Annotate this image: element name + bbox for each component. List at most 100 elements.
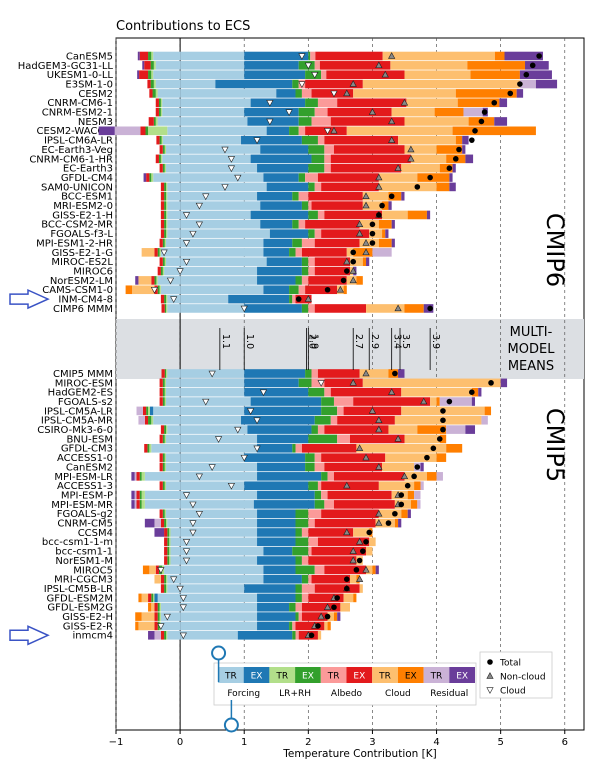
noncloud-marker (349, 547, 357, 554)
noncloud-marker (394, 304, 402, 312)
total-marker (446, 165, 453, 171)
total-marker (469, 137, 475, 143)
cloud-marker (311, 72, 319, 79)
noncloud-marker (330, 126, 338, 134)
bar-segment-lr-rh-ex (164, 574, 167, 584)
noncloud-marker (304, 295, 312, 302)
x-tick-label: 4 (433, 737, 439, 748)
bar-segment-cloud-ex (362, 257, 367, 266)
bar-segment-cloud-ex (407, 490, 415, 500)
bar-segment-albedo-tr (337, 406, 344, 416)
bar-segment-cloud-tr (149, 565, 156, 575)
bar-segment-albedo-ex (311, 201, 363, 210)
bar-segment-lr-rh-ex (314, 415, 331, 425)
bar-segment-cloud-ex (436, 397, 440, 406)
bar-segment-lr-rh-tr (166, 631, 168, 640)
bar-segment-albedo-ex (154, 248, 158, 257)
bar-segment-forcing-ex (257, 602, 290, 612)
bar-segment-lr-rh-tr (166, 574, 168, 584)
model-row: MRI-ESM2-0 (53, 201, 392, 212)
bar-segment-cloud-tr (385, 453, 437, 462)
bar-segment-lr-rh-tr (164, 378, 167, 388)
bar-segment-residual-tr (372, 248, 392, 257)
bar-segment-forcing-ex (250, 98, 306, 108)
noncloud-marker (349, 556, 357, 564)
cloud-marker-legend (486, 687, 494, 694)
model-label: BCC-ESM1 (61, 192, 113, 203)
bar-segment-lr-rh-ex (298, 173, 306, 182)
noncloud-marker (388, 388, 396, 395)
bar-segment-lr-rh-ex (305, 453, 315, 462)
bar-segment-albedo-ex (159, 257, 163, 266)
model-label: GISS-E2-R (63, 621, 113, 632)
plot-area: −1 0 1 2 3 4 5 6 CanESM5HadGEM3-GC31-LLUKESM1-0-… (9, 37, 585, 748)
bar-segment-residual-ex (142, 61, 145, 70)
bar-segment-residual-ex (478, 387, 482, 397)
bar-segment-forcing-tr (155, 61, 181, 70)
bar-segment-albedo-tr (298, 612, 302, 621)
bar-segment-lr-rh-ex (301, 135, 318, 145)
bar-segment-forcing-ex (263, 546, 293, 556)
bar-segment-cloud-ex (148, 602, 152, 612)
bar-segment-forcing-ex (244, 387, 309, 397)
model-label: EC-Earth3-Veg (41, 145, 113, 156)
bar-segment-forcing-tr (180, 229, 270, 238)
bar-segment-lr-rh-ex (167, 537, 170, 547)
bar-segment-cloud-tr (362, 191, 389, 201)
bar-segment-residual-ex (137, 70, 140, 79)
bar-segment-forcing-ex (266, 126, 290, 136)
bar-segment-cloud-ex (138, 593, 142, 603)
bar-segment-residual-tr (154, 631, 161, 640)
bar-segment-lr-rh-ex (164, 220, 167, 229)
bar-segment-albedo-ex (301, 612, 328, 621)
bar-segment-albedo-tr (292, 621, 296, 631)
bar-segment-lr-rh-tr (166, 220, 168, 229)
mmm-annotation-label: 3.9 (430, 334, 441, 349)
bar-segment-albedo-ex (321, 182, 379, 192)
cloud-marker (179, 595, 187, 602)
bar-segment-cloud-tr (359, 220, 379, 229)
bar-segment-forcing-tr (167, 518, 181, 528)
bar-segment-albedo-ex (136, 500, 140, 509)
total-marker (452, 156, 459, 162)
bar-segment-lr-rh-ex (295, 565, 315, 575)
bar-segment-forcing-tr (180, 556, 258, 565)
bar-segment-forcing-tr (180, 98, 251, 108)
bar-segment-albedo-tr (337, 434, 350, 444)
bar-segment-forcing-tr (167, 201, 181, 210)
bar-segment-cloud-ex (401, 509, 408, 519)
bar-segment-lr-rh-tr (164, 257, 167, 266)
bar-segment-lr-rh-ex (295, 528, 302, 537)
cloud-marker (160, 249, 168, 257)
bar-segment-residual-ex (535, 79, 558, 89)
bar-segment-albedo-ex (160, 584, 165, 593)
noncloud-marker (343, 257, 351, 265)
bar-segment-forcing-ex (244, 453, 306, 462)
bar-segment-albedo-tr (314, 61, 320, 70)
bar-segment-forcing-ex (263, 238, 293, 248)
total-marker (446, 398, 453, 405)
cloud-marker (304, 62, 312, 70)
bar-segment-residual-tr (134, 490, 137, 500)
bar-segment-lr-rh-tr (164, 434, 167, 444)
model-label: CNRM-ESM2-1 (42, 108, 113, 119)
bar-segment-forcing-tr (180, 500, 254, 509)
bar-segment-forcing-ex (244, 51, 309, 61)
bar-segment-lr-rh-ex (292, 79, 299, 89)
bar-segment-forcing-tr (180, 248, 264, 257)
model-row: CanESM5 (66, 51, 543, 62)
bar-segment-albedo-ex (159, 509, 163, 519)
model-label: bcc-csm1-1 (55, 547, 113, 558)
bar-segment-lr-rh-ex (139, 490, 142, 500)
model-row: EC-Earth3 (63, 164, 456, 175)
bar-segment-residual-ex (401, 191, 405, 201)
mmm-group-label: MEANS (508, 359, 554, 374)
bar-segment-albedo-ex (308, 191, 363, 201)
mmm-annotation-label: 2.9 (369, 334, 380, 349)
noncloud-marker (375, 519, 383, 526)
bar-segment-forcing-tr (180, 285, 264, 295)
total-marker (379, 202, 385, 209)
cloud-marker (202, 193, 210, 201)
noncloud-marker (388, 52, 396, 59)
